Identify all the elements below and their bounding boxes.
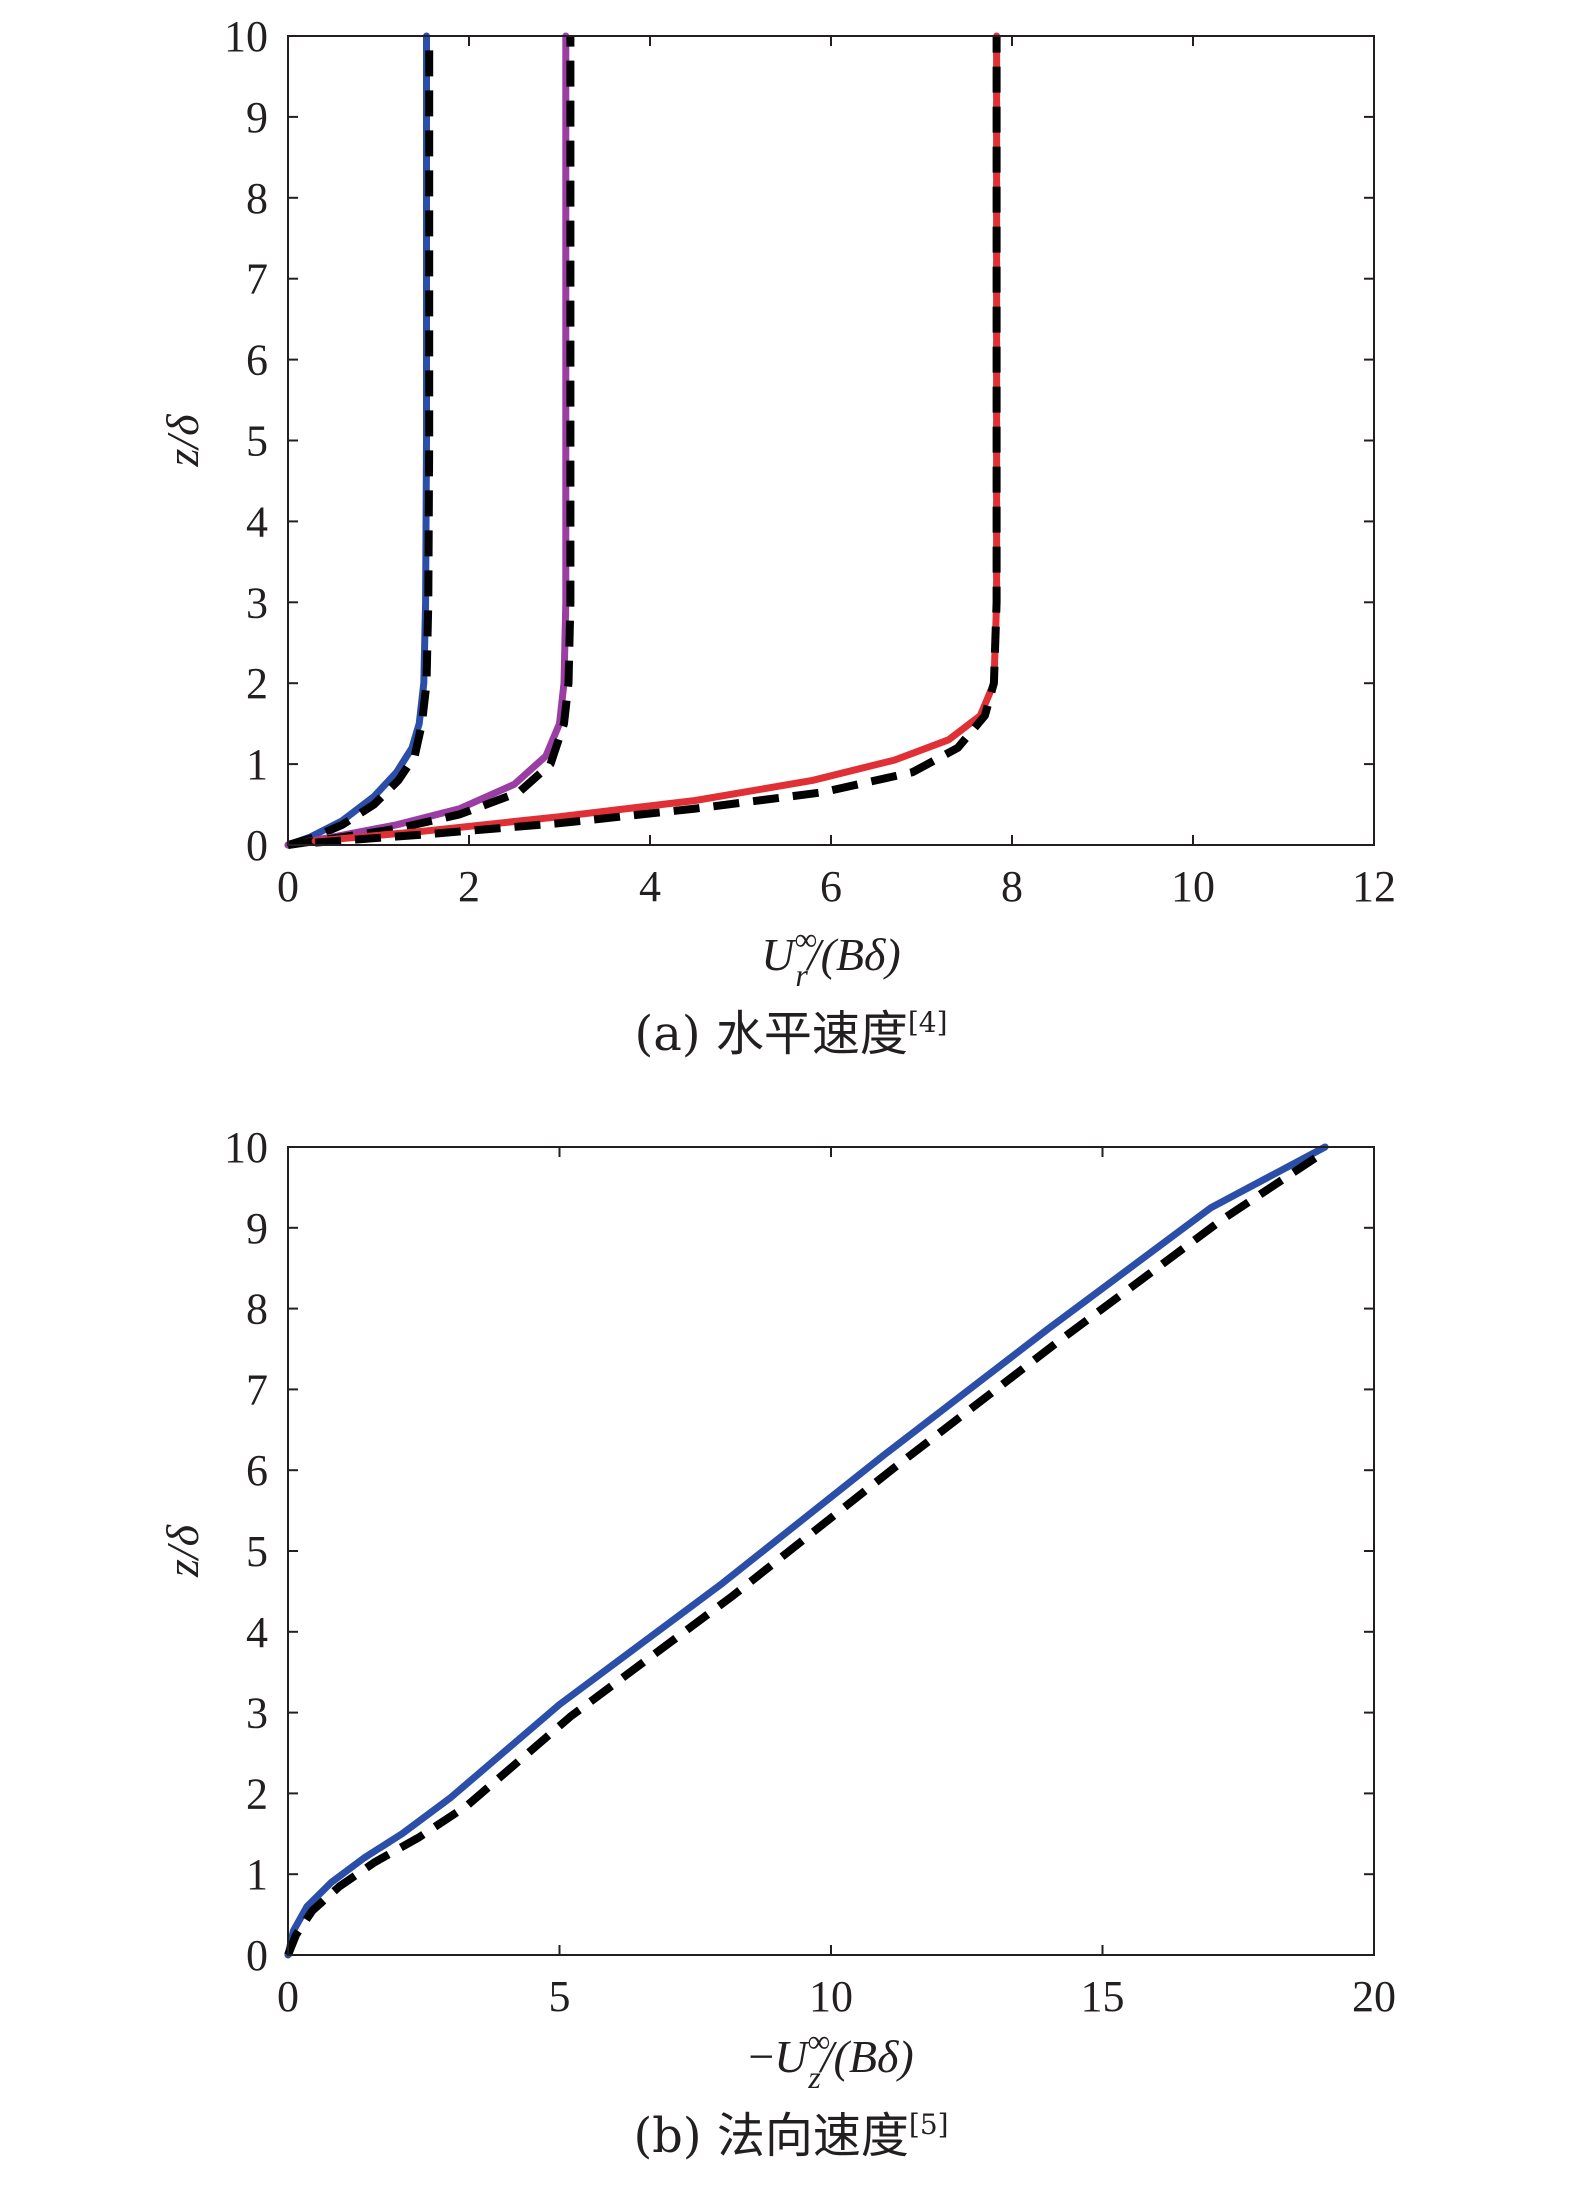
y-tick-label: 5 <box>246 417 268 466</box>
series-line-solid-0 <box>284 32 430 849</box>
x-axis-label: −U∞ z/(Bδ) <box>748 2023 913 2095</box>
x-tick-label: 4 <box>639 862 661 911</box>
x-tick-label: 0 <box>277 862 299 911</box>
y-tick-label: 4 <box>246 497 268 546</box>
x-tick-label: 8 <box>1001 862 1023 911</box>
y-tick-label: 3 <box>246 578 268 627</box>
y-tick-label: 2 <box>246 659 268 708</box>
y-tick-label: 10 <box>224 12 268 61</box>
y-tick-label: 0 <box>246 1931 268 1980</box>
x-tick-label: 5 <box>549 1972 571 2021</box>
series-line-dashed-1 <box>286 36 434 849</box>
series-line-dashed-1 <box>284 1151 1322 1957</box>
y-tick-label: 4 <box>246 1608 268 1657</box>
plot-frame <box>287 1146 1375 1956</box>
series-line-dashed-3 <box>287 36 575 849</box>
y-tick-label: 9 <box>246 93 268 142</box>
y-tick-label: 2 <box>246 1769 268 1818</box>
y-tick-label: 7 <box>246 1365 268 1414</box>
chart-caption: (a) 水平速度[4] <box>634 1006 947 1062</box>
y-tick-label: 5 <box>246 1527 268 1576</box>
y-tick-label: 8 <box>246 174 268 223</box>
plot-frame <box>287 35 1375 846</box>
y-tick-label: 8 <box>246 1285 268 1334</box>
y-tick-label: 7 <box>246 255 268 304</box>
x-tick-label: 10 <box>809 1972 853 2021</box>
y-tick-label: 1 <box>246 740 268 789</box>
x-tick-label: 6 <box>820 862 842 911</box>
x-tick-label: 2 <box>458 862 480 911</box>
chart-caption: (b) 法向速度[5] <box>633 2108 948 2164</box>
y-tick-label: 1 <box>246 1850 268 1899</box>
y-tick-label: 6 <box>246 336 268 385</box>
y-tick-label: 6 <box>246 1446 268 1495</box>
x-tick-label: 20 <box>1352 1972 1396 2021</box>
y-tick-label: 10 <box>224 1123 268 1172</box>
series-line-solid-0 <box>284 1143 1329 1959</box>
x-tick-label: 10 <box>1171 862 1215 911</box>
y-tick-label: 3 <box>246 1689 268 1738</box>
x-tick-label: 15 <box>1081 1972 1125 2021</box>
series-line-solid-4 <box>311 32 1001 845</box>
y-tick-label: 9 <box>246 1204 268 1253</box>
x-axis-label: U∞ r/(Bδ) <box>761 921 900 993</box>
y-tick-label: 0 <box>246 821 268 870</box>
y-axis-label: z/δ <box>157 414 208 468</box>
y-axis-label: z/δ <box>157 1524 208 1578</box>
x-tick-label: 12 <box>1352 862 1396 911</box>
series-line-dashed-5 <box>314 36 1001 847</box>
x-tick-label: 0 <box>277 1972 299 2021</box>
